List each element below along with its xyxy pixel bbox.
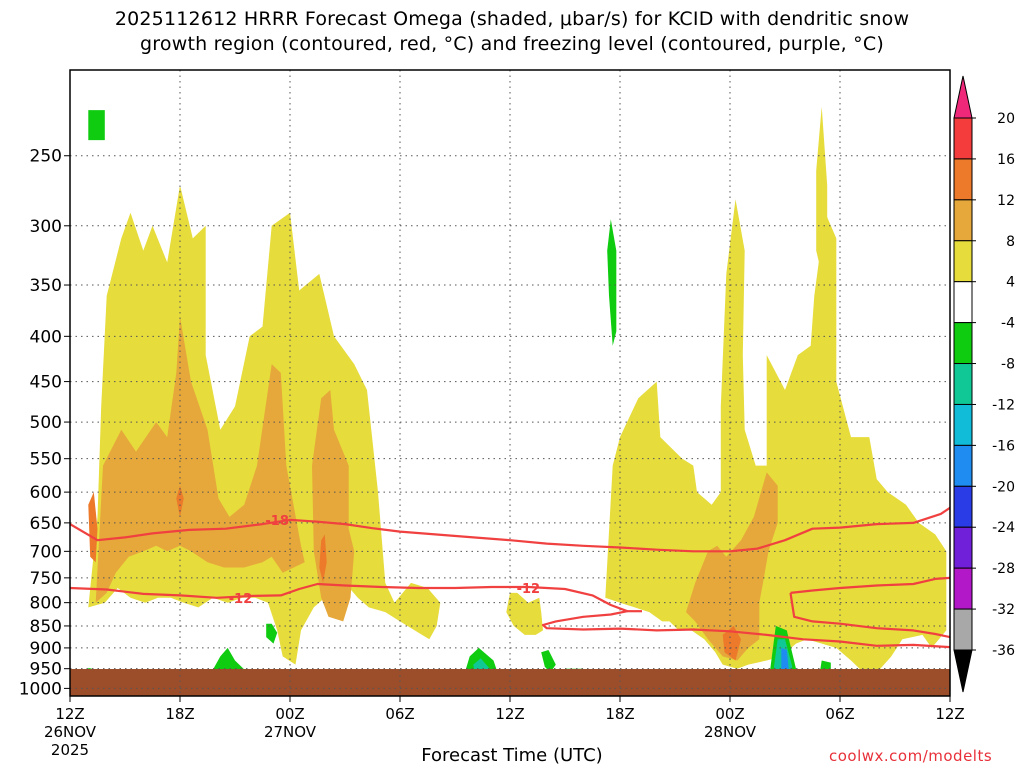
x-tick-label-24: 12Z: [495, 705, 524, 723]
colorbar-label-12: 12: [997, 193, 1015, 209]
x-tick-label-36: 00Z: [715, 705, 744, 723]
upward-motion-region-7: [88, 492, 98, 563]
colorbar-label-8: 8: [1006, 234, 1015, 250]
y-tick-label-500: 500: [30, 413, 62, 433]
colorbar-swatch-16: [953, 158, 973, 201]
x-tick-label-42: 06Z: [825, 705, 854, 723]
contour-line-4: [789, 592, 950, 639]
y-tick-label-450: 450: [30, 373, 62, 393]
downward-motion-region-13: [266, 623, 278, 644]
colorbar-label-4: 4: [1006, 275, 1015, 291]
y-tick-label-750: 750: [30, 569, 62, 589]
downward-motion-region-19: [607, 219, 617, 346]
colorbar-label--4: -4: [1001, 316, 1015, 332]
upward-motion-region-1: [605, 199, 947, 673]
x-axis-label: Forecast Time (UTC): [421, 745, 603, 766]
colorbar-swatch-8: [953, 240, 973, 283]
y-tick-label-900: 900: [30, 639, 62, 659]
colorbar-label--12: -12: [992, 397, 1015, 413]
upward-motion-region-10: [722, 625, 741, 661]
chart-title-line2: growth region (contoured, red, °C) and f…: [140, 33, 884, 55]
x-date-label-12: 27NOV: [264, 723, 317, 741]
colorbar-top-arrow: [953, 75, 973, 119]
downward-motion-region-24: [781, 647, 789, 675]
contour-label-2: -12: [517, 582, 541, 597]
colorbar-label--36: -36: [992, 643, 1015, 659]
downward-motion-region-11: [88, 110, 105, 141]
upward-motion-region-8: [176, 485, 184, 517]
colorbar-swatch--8: [953, 363, 973, 405]
y-tick-label-350: 350: [30, 276, 62, 296]
colorbar-swatch--24: [953, 526, 973, 569]
y-tick-label-800: 800: [30, 594, 62, 614]
x-tick-label-48: 12Z: [935, 705, 964, 723]
x-date-label-36: 28NOV: [704, 723, 757, 741]
chart-title-line1: 2025112612 HRRR Forecast Omega (shaded, …: [114, 8, 910, 30]
x-tick-label-0: 12Z: [55, 705, 84, 723]
upward-motion-region-9: [319, 534, 327, 583]
grid: [70, 70, 950, 696]
upward-motion-region-4: [95, 316, 305, 603]
colorbar-swatch--28: [953, 567, 973, 610]
x-tick-label-6: 18Z: [165, 705, 194, 723]
x-tick-label-12: 00Z: [275, 705, 304, 723]
colorbar-label--20: -20: [992, 479, 1015, 495]
colorbar-label--16: -16: [992, 438, 1015, 454]
colorbar-swatch--12: [953, 403, 973, 446]
contour-label-1: -12: [229, 592, 253, 607]
y-tick-label-400: 400: [30, 327, 62, 347]
x-tick-label-18: 06Z: [385, 705, 414, 723]
colorbar-swatch--4: [953, 322, 973, 365]
contour-line-0: [70, 506, 950, 553]
y-tick-label-600: 600: [30, 483, 62, 503]
y-tick-label-650: 650: [30, 514, 62, 534]
upward-motion-region-3: [816, 106, 828, 274]
y-tick-label-950: 950: [30, 660, 62, 680]
x-date-label-0: 26NOV: [44, 723, 97, 741]
y-tick-label-700: 700: [30, 542, 62, 562]
colorbar-swatch--20: [953, 485, 973, 528]
colorbar-label--24: -24: [992, 520, 1015, 536]
colorbar-label--8: -8: [1001, 357, 1015, 373]
upward-motion-region-2: [506, 592, 543, 635]
upward-motion-region-6: [686, 472, 778, 661]
colorbar-swatch-4: [953, 281, 973, 324]
y-tick-label-250: 250: [30, 147, 62, 167]
colorbar-swatch--32: [953, 608, 973, 651]
colorbar-label--32: -32: [992, 602, 1015, 618]
colorbar-label-20: 20: [997, 111, 1015, 127]
colorbar-swatch--16: [953, 444, 973, 487]
y-tick-label-850: 850: [30, 617, 62, 637]
y-axis: 2503003504004505005506006507007508008509…: [19, 147, 70, 699]
colorbar-swatch-20: [953, 117, 973, 160]
contour-label-0: -18: [265, 514, 289, 529]
x-year-label: 2025: [51, 741, 89, 759]
contour-line-3: [790, 576, 950, 594]
y-tick-label-550: 550: [30, 450, 62, 470]
colorbar-label--28: -28: [992, 561, 1015, 577]
dendritic-contours: -18 -12 -12: [70, 506, 950, 649]
downward-motion-region-15: [541, 650, 556, 673]
omega-shading: [88, 106, 947, 685]
contour-line-1: [70, 582, 950, 649]
x-tick-label-30: 18Z: [605, 705, 634, 723]
y-tick-label-300: 300: [30, 217, 62, 237]
y-tick-label-1000: 1000: [19, 679, 62, 699]
site-credit[interactable]: coolwx.com/modelts: [829, 747, 993, 765]
colorbar-label-16: 16: [997, 152, 1015, 168]
colorbar-bottom-arrow: [953, 649, 973, 693]
colorbar: 20 16 12 8 4 -4 -8 -12 -16 -20 -24 -28 -32 -36: [953, 75, 1015, 693]
colorbar-swatch-12: [953, 199, 973, 242]
